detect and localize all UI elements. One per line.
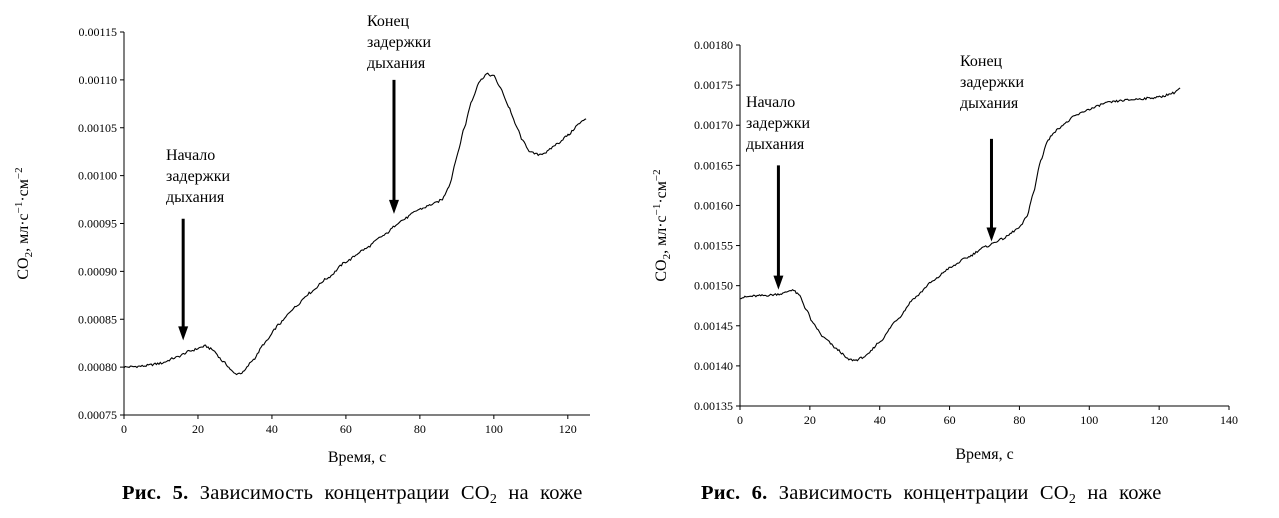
x-tick-label: 20 — [804, 413, 816, 427]
y-tick-label: 0.00145 — [694, 319, 733, 333]
y-axis-label-part: −1 — [651, 204, 663, 216]
chart-figure-5: 0.00075 0.00080 0.00085 0.00090 0.00095 0.001… — [13, 13, 590, 466]
annotation-arrow-head — [388, 199, 399, 214]
x-tick-label: 100 — [1080, 413, 1098, 427]
annotation-text: задержки — [166, 168, 230, 185]
x-tick-label: 0 — [121, 422, 127, 436]
x-tick-label: 120 — [559, 422, 577, 436]
annotation-text: задержки — [746, 115, 810, 132]
y-axis-label-part: CO — [15, 257, 32, 279]
caption-text: Зависимость концентрации CO — [778, 482, 1069, 504]
series-line-co2 — [123, 72, 587, 376]
x-tick-label: 40 — [266, 422, 278, 436]
y-tick-label: 0.00095 — [78, 217, 117, 231]
y-tick-label: 0.00140 — [694, 359, 733, 373]
x-tick-label: 20 — [192, 422, 204, 436]
annotation-text: Конец — [367, 13, 410, 30]
y-tick-label: 0.00170 — [694, 118, 733, 132]
x-tick-label: 60 — [944, 413, 956, 427]
annotation-text: Начало — [166, 147, 215, 164]
y-tick-label: 0.00150 — [694, 279, 733, 293]
y-tick-label: 0.00155 — [694, 239, 733, 253]
x-axis-label: Время, с — [328, 449, 386, 466]
y-tick-label: 0.00135 — [694, 399, 733, 413]
x-tick-label: 80 — [414, 422, 426, 436]
caption-figure-6: Рис. 6. Зависимость концентрации CO2 на … — [701, 482, 1162, 508]
annotation-arrow-head — [773, 275, 784, 290]
caption-tail: на коже — [1087, 482, 1162, 504]
annotation-text: задержки — [960, 74, 1024, 91]
x-tick-label: 120 — [1150, 413, 1168, 427]
caption-text: Зависимость концентрации CO — [199, 482, 490, 504]
y-axis-label-part: −2 — [13, 167, 25, 179]
annotation-text: дыхания — [960, 95, 1019, 112]
y-tick-label: 0.00075 — [78, 408, 117, 422]
y-tick-label: 0.00105 — [78, 121, 117, 135]
y-axis-label-part: 2 — [23, 252, 35, 258]
annotation-text: дыхания — [166, 189, 225, 206]
caption-subscript: 2 — [489, 492, 498, 507]
annotation-text: задержки — [367, 34, 431, 51]
y-tick-label: 0.00100 — [78, 169, 117, 183]
x-tick-label: 80 — [1013, 413, 1025, 427]
annotation-arrow-head — [986, 227, 997, 242]
x-axis-label: Время, с — [955, 446, 1013, 463]
caption-figure-5: Рис. 5. Зависимость концентрации CO2 на … — [122, 482, 583, 508]
x-tick-label: 0 — [737, 413, 743, 427]
y-tick-label: 0.00175 — [694, 78, 733, 92]
y-axis-label: CO2, мл·с−1·см−2 — [13, 167, 35, 279]
y-axis-label-part: −2 — [651, 169, 663, 181]
y-axis-label: CO2, мл·с−1·см−2 — [651, 169, 673, 281]
annotation-arrow-head — [178, 326, 189, 341]
y-axis-label-part: , мл·с — [653, 215, 670, 254]
x-tick-label: 140 — [1220, 413, 1238, 427]
y-axis-label-part: , мл·с — [15, 213, 32, 252]
x-tick-label: 60 — [340, 422, 352, 436]
y-axis-label-part: ·см — [15, 179, 32, 202]
annotation-text: дыхания — [367, 55, 426, 72]
y-tick-label: 0.00160 — [694, 198, 733, 212]
caption-label: Рис. 6. — [701, 482, 768, 504]
annotation-text: Конец — [960, 53, 1003, 70]
y-tick-label: 0.00180 — [694, 38, 733, 52]
series-line-co2 — [739, 87, 1181, 362]
y-tick-label: 0.00110 — [78, 73, 117, 87]
figure-5: 0.00075 0.00080 0.00085 0.00090 0.00095 0.001… — [13, 13, 590, 508]
y-axis-label-part: −1 — [13, 202, 25, 214]
y-tick-label: 0.00090 — [78, 264, 117, 278]
annotation-text: Начало — [746, 94, 795, 111]
y-tick-label: 0.00165 — [694, 158, 733, 172]
y-tick-label: 0.00080 — [78, 360, 117, 374]
y-axis-label-part: CO — [653, 259, 670, 281]
y-tick-label: 0.00085 — [78, 312, 117, 326]
annotation-text: дыхания — [746, 136, 805, 153]
y-tick-label: 0.00115 — [78, 25, 117, 39]
y-axis-label-part: 2 — [661, 254, 673, 260]
caption-subscript: 2 — [1068, 492, 1077, 507]
y-axis-label-part: ·см — [653, 181, 670, 204]
chart-figure-6: 0.00135 0.00140 0.00145 0.00150 0.00155 0.001… — [651, 38, 1238, 463]
caption-tail: на коже — [508, 482, 583, 504]
figure-6: 0.00135 0.00140 0.00145 0.00150 0.00155 0.001… — [640, 0, 1279, 518]
caption-label: Рис. 5. — [122, 482, 189, 504]
x-tick-label: 100 — [485, 422, 503, 436]
x-tick-label: 40 — [874, 413, 886, 427]
